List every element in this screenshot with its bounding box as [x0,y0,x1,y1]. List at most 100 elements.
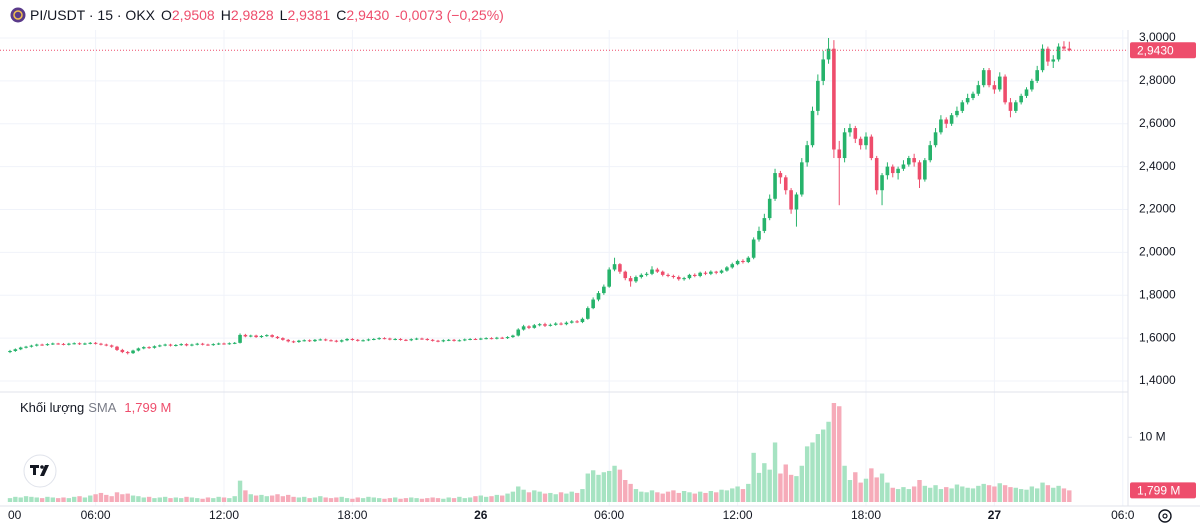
candle-body [51,343,55,345]
volume-bar [430,497,435,502]
candle-body [83,343,87,345]
volume-bar [756,472,762,502]
volume-bar [1024,489,1029,502]
candle-body [211,344,216,346]
volume-bar [510,491,516,502]
candle-body [355,339,360,341]
candle-body [917,162,922,180]
volume-bar [162,496,168,502]
volume-bar [334,497,339,502]
current-volume-label: 1,799 M [1137,484,1180,498]
volume-bar [280,496,286,502]
volume-bar [211,498,216,502]
candle-body [436,340,440,342]
candle-body [655,269,660,272]
candle-body [976,85,981,94]
volume-value: 1,799 M [124,400,172,415]
volume-bar [55,498,61,502]
volume-bar [890,487,895,502]
volume-bar [954,484,960,502]
volume-bar [735,486,740,502]
candle-body [586,308,590,319]
axes: 1,4000 1,6000 1,8000 2,0000 2,2000 2,4000 2,60… [0,30,1196,522]
settings-icon[interactable] [1158,509,1172,523]
candle-body [789,190,793,210]
candle-body [874,158,879,191]
volume-bar [976,485,981,502]
candle-body [981,70,986,86]
candle-body [425,338,430,340]
volume-bar [104,494,109,502]
volume-bar [847,480,853,502]
volume-bar [355,497,360,502]
candle-body [484,338,488,340]
y-tick-label: 2,6000 [1139,116,1176,130]
candle-body [858,138,863,146]
volume-bar [612,465,617,502]
volume-bar [114,492,120,502]
candle-body [495,337,499,339]
volume-bar [109,496,114,502]
volume-bar [703,492,708,502]
y-tick-label: 2,2000 [1139,202,1176,216]
candle-body [521,326,526,330]
candle-body [628,278,633,282]
candle-body [537,324,542,326]
volume-bar [387,498,393,502]
candle-body [115,346,119,350]
volume-bar [500,495,505,502]
volume-bar [291,496,296,502]
candle-body [639,274,644,278]
candle-body [366,339,371,341]
volume-bar [248,494,253,502]
candle-body [120,349,125,353]
volume-bar [393,497,398,502]
candle-body [388,338,392,340]
candle-body [746,257,751,263]
candle-body [709,271,713,274]
candle-body [1056,46,1061,60]
candle-body [329,340,333,342]
volume-bar [917,480,922,502]
volume-bar [821,429,826,502]
volume-bar [184,496,189,502]
volume-bar [687,492,692,502]
candle-body [232,342,237,344]
symbol-legend: PI/USDT · 15 · OKX O2,9508 H2,9828 L2,9381… [10,7,504,23]
volume-bar [82,497,88,502]
volume-bar [607,470,612,502]
candle-body [1019,95,1023,103]
candle-body [56,343,60,345]
volume-bar [286,494,291,502]
candle-body [206,344,210,346]
x-tick-label: 27 [988,508,1002,522]
candle-body [200,343,205,345]
volume-bar [858,482,863,502]
candle-body [623,271,628,279]
candle-body [457,340,462,342]
volume-bar [601,472,607,502]
volume-bar [130,495,136,502]
ohlc-value: 2,9430 [346,7,390,23]
candle-body [896,168,900,174]
candle-body [837,149,842,159]
candle-body [34,344,39,346]
volume-bar [1067,490,1072,502]
candle-body [842,132,847,159]
candle-body [195,343,200,345]
symbol-icon [10,7,26,23]
ohlc-legend: O2,9508 H2,9828 L2,9381 C2,9430 [155,7,389,23]
candle-body [901,164,906,169]
volume-bar [708,491,714,502]
candle-body [45,344,50,346]
volume-bar [34,497,39,502]
volume-bar [590,470,596,502]
candle-body [40,344,44,346]
candle-body [361,340,365,342]
candle-body [596,293,601,300]
candle-body [955,110,959,116]
volume-bar [762,463,767,502]
volume-bar [66,498,72,502]
candle-body [580,318,585,323]
